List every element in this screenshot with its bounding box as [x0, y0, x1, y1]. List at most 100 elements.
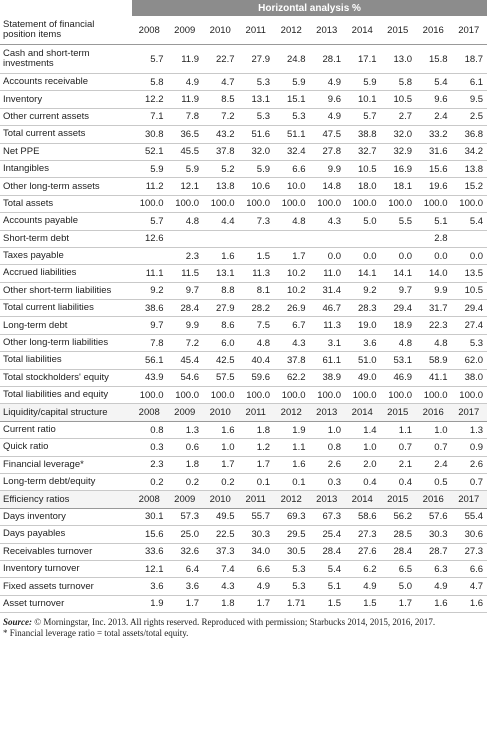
year-header: 2012 — [274, 403, 310, 422]
value-cell: 5.9 — [132, 160, 168, 179]
value-cell: 100.0 — [451, 195, 487, 214]
value-cell: 5.8 — [380, 73, 416, 92]
year-header: 2015 — [380, 490, 416, 509]
empty-cell — [203, 230, 239, 248]
value-cell: 5.3 — [451, 334, 487, 353]
year-header: 2017 — [451, 16, 487, 45]
value-cell: 19.0 — [345, 316, 381, 335]
value-cell: 100.0 — [309, 386, 345, 405]
value-cell: 36.5 — [167, 125, 203, 144]
year-header: 2016 — [416, 16, 452, 45]
value-cell: 0.0 — [416, 247, 452, 266]
value-cell: 4.8 — [416, 334, 452, 353]
value-cell: 8.8 — [203, 282, 239, 301]
value-cell: 30.5 — [274, 543, 310, 561]
value-cell: 15.2 — [451, 177, 487, 196]
value-cell: 6.0 — [203, 334, 239, 353]
data-row: Long-term debt 9.7 9.9 8.6 7.5 6.7 11.3 19.0 18.… — [0, 316, 487, 335]
value-cell: 15.6 — [132, 525, 168, 544]
value-cell: 38.6 — [132, 299, 168, 318]
value-cell: 0.1 — [238, 473, 274, 492]
value-cell: 0.9 — [451, 438, 487, 457]
row-label: Receivables turnover — [0, 543, 132, 561]
row-label: Accounts receivable — [0, 73, 132, 92]
value-cell: 45.5 — [167, 143, 203, 161]
value-cell: 4.7 — [451, 577, 487, 596]
value-cell: 30.3 — [238, 525, 274, 544]
value-cell: 100.0 — [167, 386, 203, 405]
data-row: Inventory turnover 12.1 6.4 7.4 6.6 5.3 5.4 6.2… — [0, 560, 487, 579]
row-label: Intangibles — [0, 160, 132, 179]
value-cell: 7.2 — [167, 334, 203, 353]
value-cell: 11.5 — [167, 264, 203, 283]
value-cell: 100.0 — [309, 195, 345, 214]
data-row: Asset turnover 1.9 1.7 1.8 1.7 1.71 1.5 1.5 1.7 1… — [0, 595, 487, 614]
value-cell: 1.9 — [274, 421, 310, 440]
value-cell: 31.6 — [416, 143, 452, 161]
data-row: Receivables turnover 33.6 32.6 37.3 34.0 30.5… — [0, 543, 487, 561]
row-label: Other long-term assets — [0, 177, 132, 196]
value-cell: 13.8 — [451, 160, 487, 179]
value-cell: 9.7 — [167, 282, 203, 301]
value-cell: 24.8 — [274, 44, 310, 74]
value-cell: 1.7 — [167, 595, 203, 614]
value-cell: 55.7 — [238, 508, 274, 527]
year-header: 2013 — [309, 490, 345, 509]
data-row: Net PPE 52.1 45.5 37.8 32.0 32.4 27.8 32.7 32.9 3… — [0, 143, 487, 161]
value-cell: 100.0 — [238, 195, 274, 214]
value-cell: 2.4 — [416, 108, 452, 127]
row-label: Days inventory — [0, 508, 132, 527]
value-cell: 1.7 — [380, 595, 416, 614]
value-cell: 2.3 — [167, 247, 203, 266]
data-row: Fixed assets turnover 3.6 3.6 4.3 4.9 5.3 5.1 4… — [0, 577, 487, 596]
value-cell: 27.3 — [345, 525, 381, 544]
value-cell: 53.1 — [380, 351, 416, 370]
value-cell: 100.0 — [238, 386, 274, 405]
value-cell: 100.0 — [380, 195, 416, 214]
value-cell: 0.2 — [167, 473, 203, 492]
data-row: Taxes payable 2.3 1.6 1.5 1.7 0.0 0.0 0.0 0.0 0.0 — [0, 247, 487, 266]
data-row: Accounts payable 5.7 4.8 4.4 7.3 4.8 4.3 5.0 5.5… — [0, 212, 487, 231]
value-cell: 12.1 — [132, 560, 168, 579]
row-label: Current ratio — [0, 421, 132, 440]
value-cell: 18.7 — [451, 44, 487, 74]
value-cell: 9.5 — [451, 90, 487, 109]
value-cell: 69.3 — [274, 508, 310, 527]
value-cell: 13.1 — [238, 90, 274, 109]
value-cell: 5.3 — [238, 108, 274, 127]
value-cell: 51.1 — [274, 125, 310, 144]
value-cell: 27.8 — [309, 143, 345, 161]
value-cell: 57.3 — [167, 508, 203, 527]
year-header: 2009 — [167, 490, 203, 509]
value-cell: 62.2 — [274, 369, 310, 388]
value-cell: 54.6 — [167, 369, 203, 388]
year-header: 2014 — [345, 16, 381, 45]
value-cell: 5.0 — [345, 212, 381, 231]
year-header: 2016 — [416, 403, 452, 422]
value-cell: 0.6 — [167, 438, 203, 457]
value-cell: 100.0 — [167, 195, 203, 214]
data-row: Total liabilities and equity 100.0 100.0 10… — [0, 386, 487, 405]
value-cell: 0.7 — [451, 473, 487, 492]
value-cell: 3.1 — [309, 334, 345, 353]
value-cell: 3.6 — [167, 577, 203, 596]
source-text: © Morningstar, Inc. 2013. All rights res… — [34, 617, 436, 628]
year-header: 2010 — [203, 16, 239, 45]
row-label: Long-term debt/equity — [0, 473, 132, 492]
value-cell: 5.3 — [274, 577, 310, 596]
row-label: Financial leverage* — [0, 456, 132, 474]
year-header: 2012 — [274, 490, 310, 509]
value-cell: 5.7 — [132, 44, 168, 74]
value-cell: 56.1 — [132, 351, 168, 370]
value-cell: 1.5 — [309, 595, 345, 614]
row-label: Taxes payable — [0, 247, 132, 266]
value-cell: 18.9 — [380, 316, 416, 335]
row-label: Accrued liabilities — [0, 264, 132, 283]
value-cell: 28.4 — [309, 543, 345, 561]
row-label: Short-term debt — [0, 230, 132, 248]
value-cell: 27.9 — [203, 299, 239, 318]
value-cell: 10.5 — [451, 282, 487, 301]
section-header: Liquidity/capital structure 2008 2009 2010 2… — [0, 403, 487, 422]
value-cell: 0.2 — [132, 473, 168, 492]
value-cell: 2.0 — [345, 456, 381, 474]
